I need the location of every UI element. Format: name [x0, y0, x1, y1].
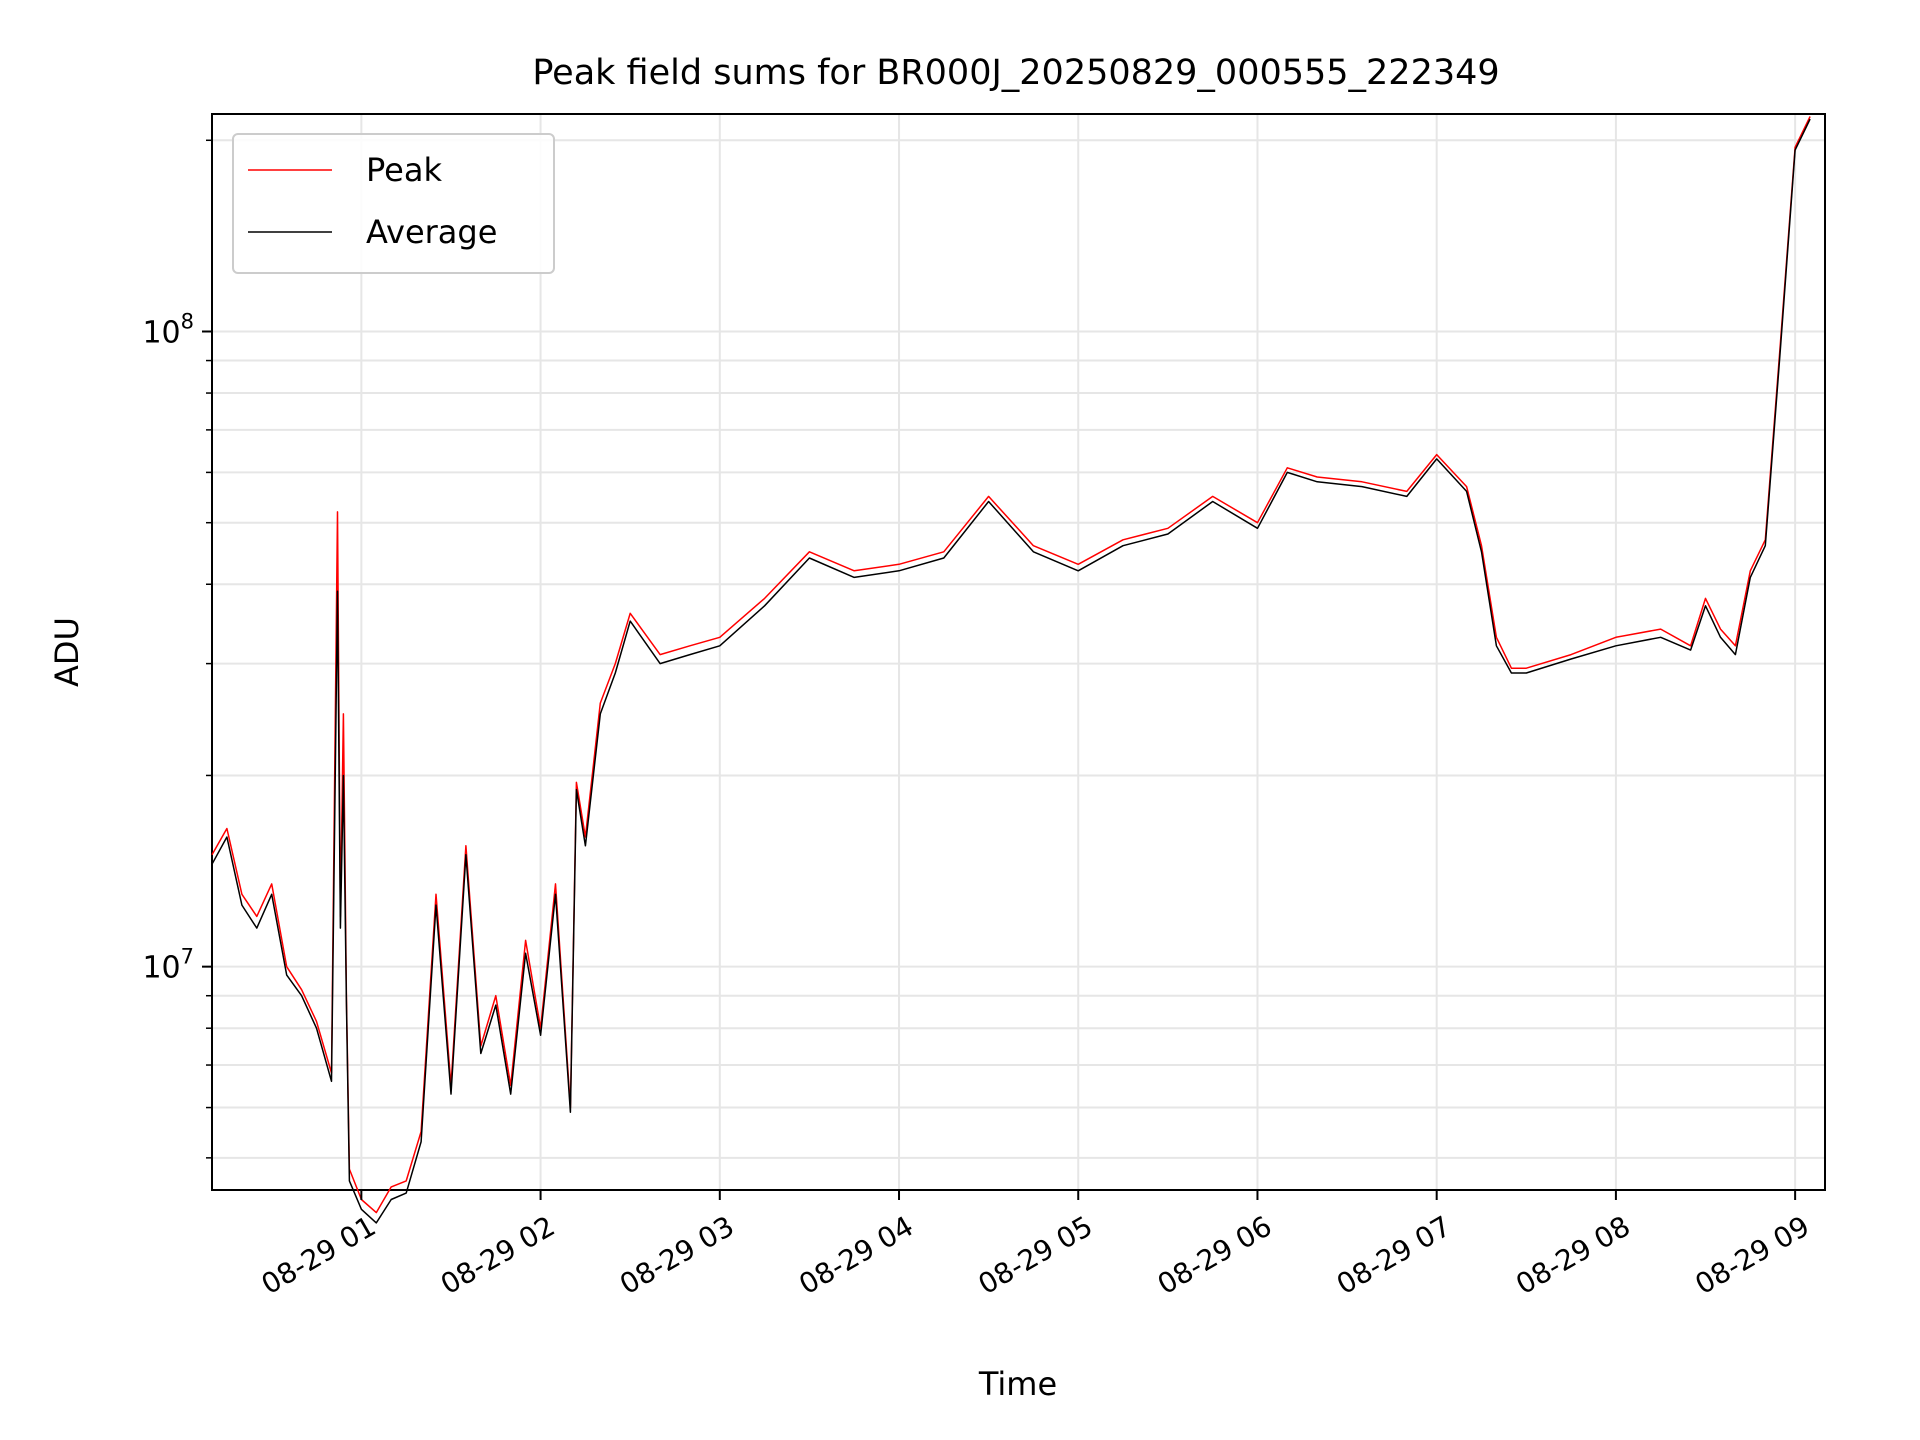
x-tick-label: 08-29 01: [256, 1209, 382, 1301]
x-tick-label: 08-29 09: [1690, 1209, 1816, 1301]
x-tick-label: 08-29 07: [1331, 1209, 1457, 1301]
y-axis-label: ADU: [48, 617, 86, 687]
legend: Peak Average: [232, 133, 555, 274]
grid: [212, 114, 1825, 1190]
series-layer: [211, 116, 1811, 1224]
y-tick-base: 10: [142, 951, 180, 986]
y-tick-exponent: 8: [181, 309, 194, 333]
x-tick-label: 08-29 04: [793, 1209, 919, 1301]
legend-label: Peak: [366, 151, 442, 189]
series-line-average: [211, 118, 1811, 1224]
axes: 08-29 01 08-29 02 08-29 03 08-29 04 08-29 05…: [142, 139, 1816, 1301]
y-tick-exponent: 7: [181, 945, 194, 969]
x-axis-label: Time: [978, 1365, 1057, 1403]
x-tick-label: 08-29 02: [435, 1209, 561, 1301]
x-tick-label: 08-29 03: [614, 1209, 740, 1301]
legend-label: Average: [366, 213, 497, 251]
legend-box: [232, 133, 555, 274]
x-tick-label: 08-29 05: [973, 1209, 1099, 1301]
y-tick-label: 108: [142, 309, 194, 350]
x-tick-label: 08-29 06: [1152, 1209, 1278, 1301]
y-tick-base: 10: [142, 315, 180, 350]
plot-area: [211, 113, 1826, 1191]
chart-title: Peak field sums for BR000J_20250829_0005…: [532, 53, 1499, 93]
x-tick-label: 08-29 08: [1510, 1209, 1636, 1301]
y-tick-label: 107: [142, 945, 194, 986]
